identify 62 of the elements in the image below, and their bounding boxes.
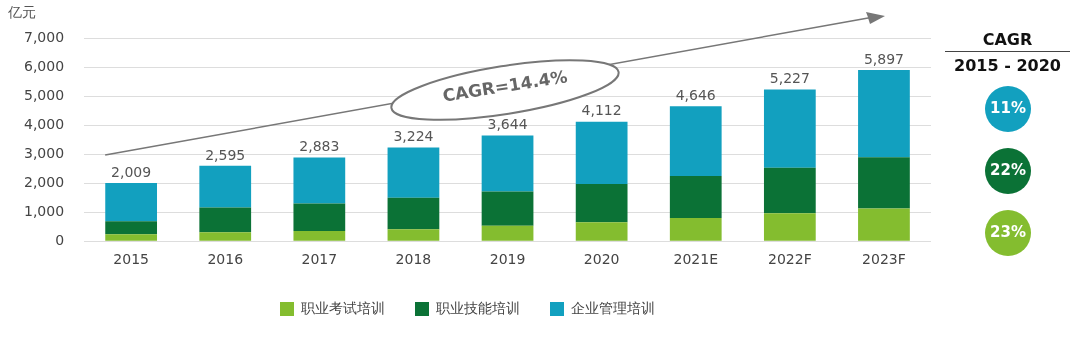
x-tick-label: 2019 (489, 251, 526, 268)
bar (105, 182, 158, 222)
bar (105, 221, 158, 235)
total-label: 4,112 (581, 102, 622, 119)
bar (575, 121, 628, 185)
total-label: 3,224 (393, 128, 434, 145)
bar (481, 191, 534, 226)
bar (763, 167, 816, 214)
bar (199, 207, 252, 233)
total-label: 5,227 (769, 70, 810, 87)
text: 2015 - 2020 (953, 55, 1062, 75)
text: CAGR (945, 30, 1070, 52)
text: 22% (989, 161, 1027, 179)
bar (293, 157, 346, 204)
bar (481, 225, 534, 241)
y-tick-label: 7,000 (23, 28, 65, 45)
bar (763, 213, 816, 241)
x-tick-label: 2021E (673, 251, 718, 268)
bar (669, 175, 722, 218)
x-tick-label: 2015 (113, 251, 149, 268)
total-label: 2,595 (205, 146, 246, 163)
x-tick-label: 2017 (301, 251, 338, 268)
x-tick-label: 2018 (395, 251, 432, 268)
bar (858, 157, 910, 209)
y-tick-label: 3,000 (23, 144, 65, 161)
y-tick-label: 4,000 (23, 115, 65, 132)
bar (199, 232, 252, 241)
y-tick-label: 5,000 (23, 86, 65, 103)
bar (858, 208, 910, 241)
bar (387, 229, 440, 241)
bar (293, 203, 346, 232)
y-tick-label: 1,000 (23, 202, 65, 219)
total-label: 4,646 (675, 86, 716, 103)
x-tick-label: 2016 (207, 251, 244, 268)
bar (199, 165, 252, 208)
legend-label: 职业技能培训 (436, 299, 520, 316)
bar (105, 234, 158, 241)
bar (481, 135, 534, 192)
x-tick-label: 2022F (768, 251, 812, 268)
bar (763, 89, 816, 168)
bar (858, 70, 910, 158)
total-label: 2,009 (111, 163, 152, 180)
text: 23% (989, 223, 1027, 241)
y-tick-label: 2,000 (23, 173, 65, 190)
total-label: 5,897 (863, 50, 904, 67)
bar (387, 197, 440, 230)
bar (575, 222, 628, 241)
y-tick-label: 0 (55, 231, 65, 248)
x-tick-label: 2023F (862, 251, 906, 268)
text: 11% (989, 99, 1027, 117)
y-tick-label: 6,000 (23, 57, 65, 74)
bar (387, 147, 440, 198)
bar (669, 217, 722, 241)
legend-label: 企业管理培训 (571, 299, 655, 316)
bar (293, 231, 346, 241)
y-axis-title: 亿元 (7, 3, 36, 20)
bar (575, 184, 628, 223)
legend-label: 职业考试培训 (301, 299, 385, 316)
x-tick-label: 2020 (583, 251, 620, 268)
total-label: 3,644 (487, 116, 528, 133)
bar (669, 106, 722, 176)
total-label: 2,883 (299, 138, 340, 155)
